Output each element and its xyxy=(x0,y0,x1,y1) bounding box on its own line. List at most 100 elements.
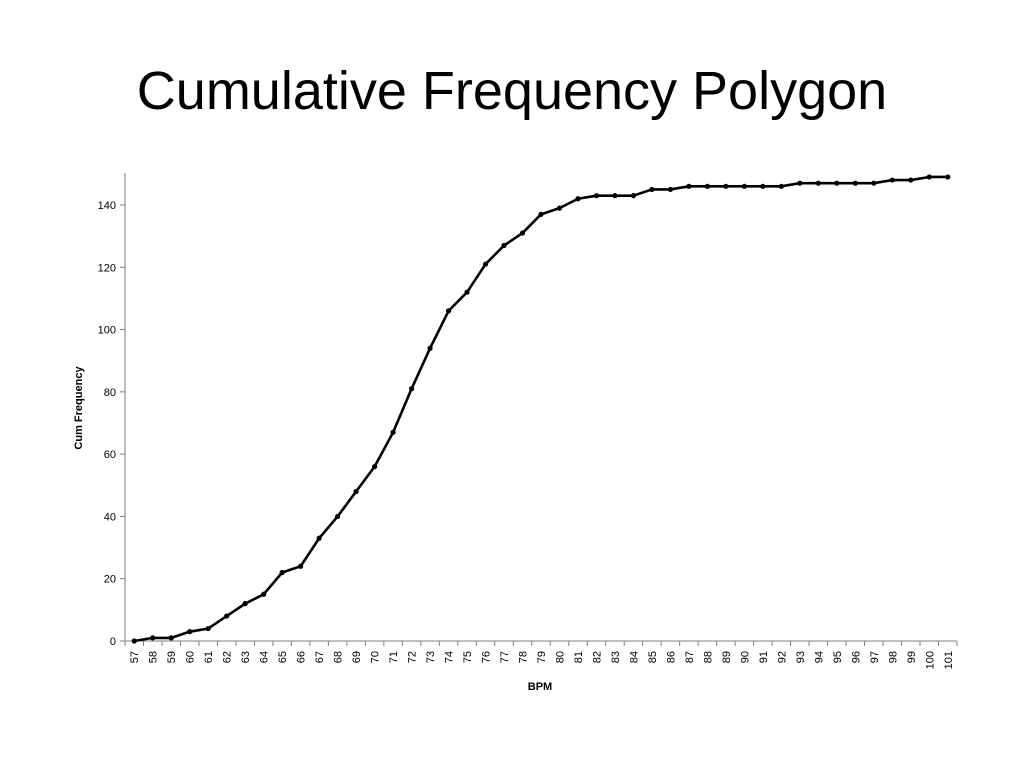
data-point xyxy=(889,177,895,183)
data-point xyxy=(205,625,211,632)
x-tick-label: 81 xyxy=(573,651,585,663)
data-point xyxy=(445,308,452,314)
x-axis-ticks: 57 58 59 60 61 62 63 64 65 66 67 68 69 70 71 72 73 74 75 76… xyxy=(124,641,958,669)
data-point xyxy=(408,386,415,392)
data-point xyxy=(538,211,544,217)
data-point xyxy=(353,488,359,495)
x-tick-label: 90 xyxy=(739,651,751,663)
x-tick-label: 66 xyxy=(296,651,308,663)
x-tick-label: 76 xyxy=(481,651,493,663)
x-tick-label: 69 xyxy=(351,651,363,663)
x-tick-label: 77 xyxy=(499,651,511,663)
x-tick-label: 100 xyxy=(924,651,936,669)
x-tick-label: 98 xyxy=(887,651,899,663)
data-point xyxy=(279,569,285,576)
y-axis-ticks: 0 20 40 60 80 100 120 140 xyxy=(98,200,125,648)
y-tick-label: 80 xyxy=(104,387,116,399)
data-point xyxy=(187,629,193,635)
x-tick-label: 83 xyxy=(610,651,622,663)
data-point xyxy=(815,180,821,186)
slide-title: Cumulative Frequency Polygon xyxy=(136,61,888,121)
x-tick-label: 73 xyxy=(425,651,437,663)
data-point xyxy=(871,180,877,186)
x-tick-label: 80 xyxy=(554,651,566,663)
x-tick-label: 82 xyxy=(591,651,603,663)
data-point xyxy=(427,345,433,351)
data-point xyxy=(316,535,322,541)
data-point xyxy=(630,193,637,199)
data-point xyxy=(464,289,470,295)
x-tick-label: 74 xyxy=(444,651,456,663)
data-point xyxy=(926,174,932,180)
x-tick-label: 71 xyxy=(388,651,400,663)
x-tick-label: 101 xyxy=(943,651,955,669)
x-tick-label: 85 xyxy=(647,651,659,663)
y-tick-label: 40 xyxy=(104,511,116,523)
chart-axes xyxy=(124,173,957,642)
data-point xyxy=(945,174,951,180)
data-point xyxy=(778,183,784,189)
x-tick-label: 88 xyxy=(702,651,714,663)
x-tick-label: 89 xyxy=(721,651,733,663)
data-point xyxy=(686,183,692,189)
data-point xyxy=(612,193,618,199)
data-point xyxy=(224,613,230,619)
x-tick-label: 78 xyxy=(518,651,530,663)
data-point xyxy=(852,180,858,186)
x-tick-label: 79 xyxy=(536,651,548,663)
x-tick-label: 59 xyxy=(166,651,178,663)
data-point xyxy=(723,183,729,189)
data-point xyxy=(593,193,600,199)
data-point xyxy=(298,563,304,569)
x-tick-label: 94 xyxy=(813,651,825,663)
x-tick-label: 63 xyxy=(240,651,252,663)
x-tick-label: 95 xyxy=(832,651,844,663)
x-tick-label: 97 xyxy=(869,651,881,663)
data-point xyxy=(168,635,174,641)
y-tick-label: 20 xyxy=(104,574,116,586)
x-tick-label: 91 xyxy=(758,651,770,663)
series-group xyxy=(131,174,951,644)
data-point xyxy=(501,242,507,249)
data-point xyxy=(482,261,489,267)
data-point xyxy=(704,183,711,189)
data-point xyxy=(760,183,766,189)
y-tick-label: 100 xyxy=(98,325,116,337)
data-point xyxy=(575,196,581,202)
x-axis-title: BPM xyxy=(528,681,552,693)
x-tick-label: 72 xyxy=(407,651,419,663)
x-tick-label: 68 xyxy=(333,651,345,663)
y-tick-label: 60 xyxy=(104,449,116,461)
y-tick-label: 120 xyxy=(98,262,116,274)
x-tick-label: 65 xyxy=(277,651,289,663)
data-point xyxy=(519,230,526,236)
x-tick-label: 86 xyxy=(665,651,677,663)
data-point xyxy=(390,429,396,435)
x-tick-label: 70 xyxy=(370,651,382,663)
x-tick-label: 93 xyxy=(795,651,807,663)
x-tick-label: 62 xyxy=(222,651,234,663)
x-tick-label: 57 xyxy=(129,651,141,663)
data-point xyxy=(131,638,137,644)
x-tick-label: 92 xyxy=(776,651,788,663)
data-point xyxy=(261,591,267,597)
x-tick-label: 84 xyxy=(628,651,640,663)
x-tick-label: 58 xyxy=(148,651,160,663)
data-point xyxy=(667,186,674,193)
data-point xyxy=(242,601,248,607)
data-point xyxy=(150,635,156,641)
y-tick-label: 0 xyxy=(110,636,116,648)
x-tick-label: 64 xyxy=(259,651,271,663)
x-tick-label: 67 xyxy=(314,651,326,663)
x-tick-label: 61 xyxy=(203,651,215,663)
y-tick-label: 140 xyxy=(98,200,116,212)
data-point xyxy=(372,464,378,470)
data-point xyxy=(797,180,803,186)
x-tick-label: 87 xyxy=(684,651,696,663)
data-point xyxy=(741,183,747,189)
y-axis-title: Cum Frequency xyxy=(73,366,85,450)
series-line xyxy=(134,175,948,643)
data-point xyxy=(834,180,840,186)
x-tick-label: 96 xyxy=(850,651,862,663)
